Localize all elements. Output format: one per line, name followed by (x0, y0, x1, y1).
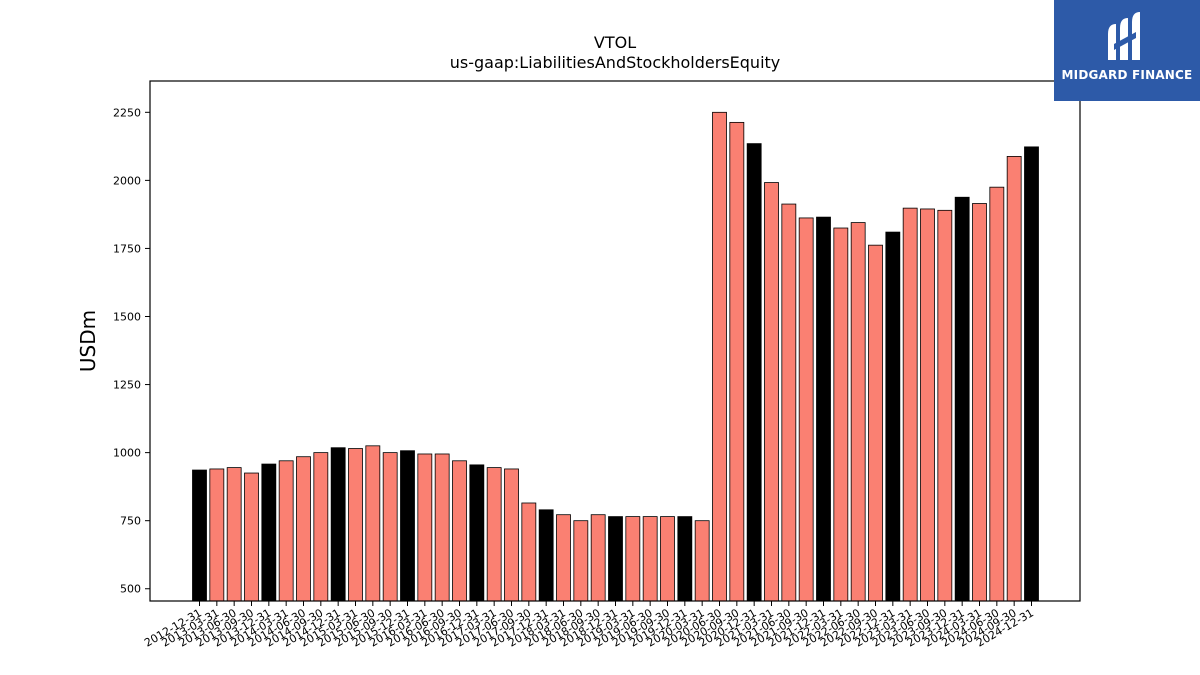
bar-2023-06-30 (920, 208, 935, 602)
bar-2014-06-30 (296, 456, 311, 602)
bar-2022-09-30 (868, 244, 883, 602)
y-tick-label: 1500 (113, 310, 141, 323)
x-axis: 2012-12-312013-03-312013-06-302013-09-30… (142, 601, 1036, 650)
bar-2016-09-30 (452, 460, 467, 602)
bar-2022-12-31 (885, 231, 901, 602)
bar-2015-03-31 (348, 448, 363, 602)
y-axis-label: USDm (76, 310, 100, 372)
bar-2016-06-30 (434, 453, 450, 602)
chart-subtitle: us-gaap:LiabilitiesAndStockholdersEquity (450, 53, 781, 72)
bar-2015-12-31 (400, 450, 415, 602)
bar-2020-09-30 (729, 121, 745, 602)
bar-2024-03-31 (972, 203, 987, 602)
bar-2019-12-31 (677, 516, 693, 602)
plot-frame (149, 80, 1081, 602)
y-tick-label: 2000 (113, 174, 141, 187)
bar-2016-03-31 (417, 453, 433, 602)
bar-2024-09-30 (1006, 156, 1022, 602)
bar-2018-09-30 (590, 514, 606, 602)
logo-text: MIDGARD FINANCE (1061, 68, 1193, 82)
y-tick-label: 1000 (113, 447, 141, 460)
bar-2015-09-30 (382, 452, 398, 602)
bar-2016-12-31 (469, 464, 485, 602)
bar-2014-03-31 (278, 460, 294, 602)
bar-2017-09-30 (521, 502, 537, 602)
bar-2018-03-31 (556, 514, 571, 602)
chart-title: VTOL (594, 33, 636, 52)
bar-2020-12-31 (746, 143, 762, 602)
bar-2020-06-30 (712, 111, 727, 602)
bar-2018-06-30 (573, 520, 589, 602)
y-tick-label: 750 (120, 515, 141, 528)
bar-2024-12-31 (1024, 146, 1039, 602)
bar-2023-03-31 (902, 207, 918, 602)
bar-2013-09-30 (244, 472, 259, 602)
bar-2019-09-30 (660, 516, 675, 602)
bar-2017-06-30 (504, 468, 519, 602)
bar-2021-06-30 (781, 203, 797, 602)
bar-2017-03-31 (486, 467, 502, 602)
bar-2023-12-31 (954, 196, 970, 602)
bar-2013-03-31 (209, 468, 225, 602)
bar-2021-03-31 (764, 182, 779, 602)
bar-2022-06-30 (850, 222, 866, 602)
y-axis: 500 750 1000 1250 1500 1750 2000 2250 (113, 106, 150, 596)
bars-group (192, 111, 1039, 602)
bar-2023-09-30 (937, 209, 953, 602)
y-tick-label: 1750 (113, 242, 141, 255)
y-tick-label: 500 (120, 583, 141, 596)
bar-2012-12-31 (192, 469, 207, 602)
bar-2024-06-30 (989, 186, 1005, 602)
bar-2017-12-31 (538, 509, 554, 602)
bar-2021-12-31 (816, 216, 831, 602)
brand-logo: MIDGARD FINANCE (1054, 0, 1200, 101)
bar-2015-06-30 (365, 445, 381, 602)
bar-2019-06-30 (642, 516, 658, 602)
bar-2019-03-31 (625, 516, 641, 602)
y-tick-label: 1250 (113, 379, 141, 392)
bar-2021-09-30 (798, 217, 814, 602)
bar-2013-06-30 (226, 467, 242, 602)
bar-2014-09-30 (313, 452, 329, 602)
bar-2014-12-31 (330, 447, 346, 602)
logo-mark-icon (1108, 12, 1140, 60)
y-tick-label: 2250 (113, 106, 141, 119)
bar-2020-03-31 (694, 520, 710, 602)
bar-2018-12-31 (608, 516, 623, 602)
bar-2013-12-31 (261, 463, 277, 602)
bar-2022-03-31 (833, 227, 849, 602)
